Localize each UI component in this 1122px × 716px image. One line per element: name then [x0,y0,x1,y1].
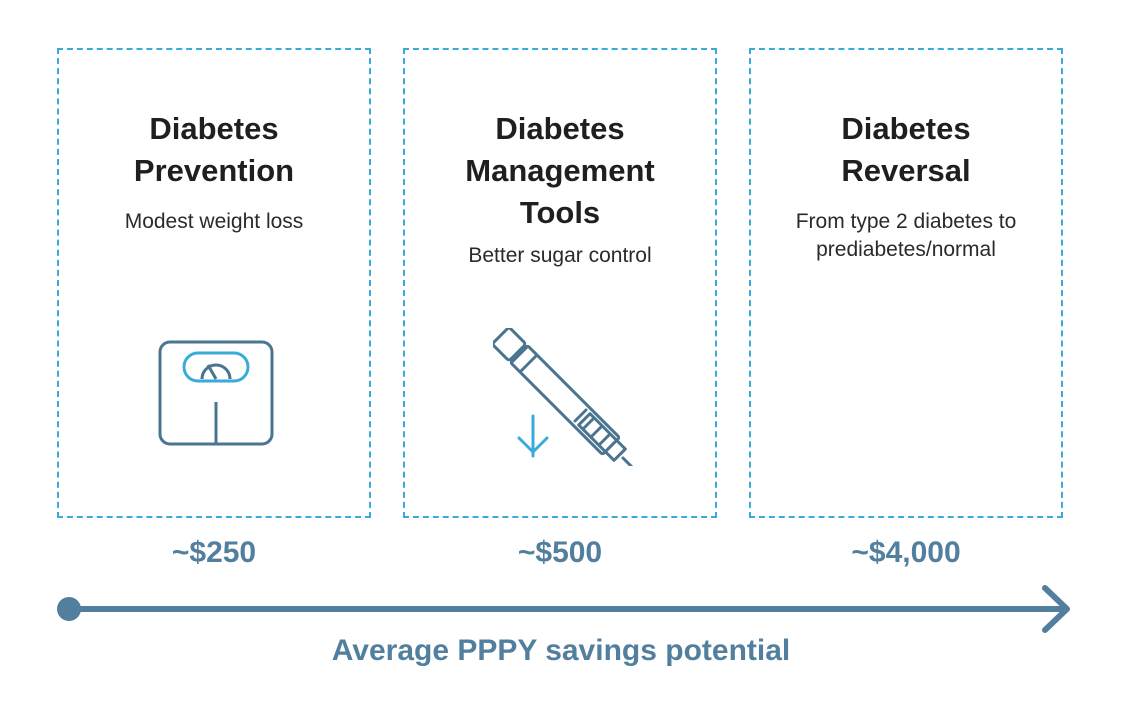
timeline-label: Average PPPY savings potential [0,634,1122,668]
